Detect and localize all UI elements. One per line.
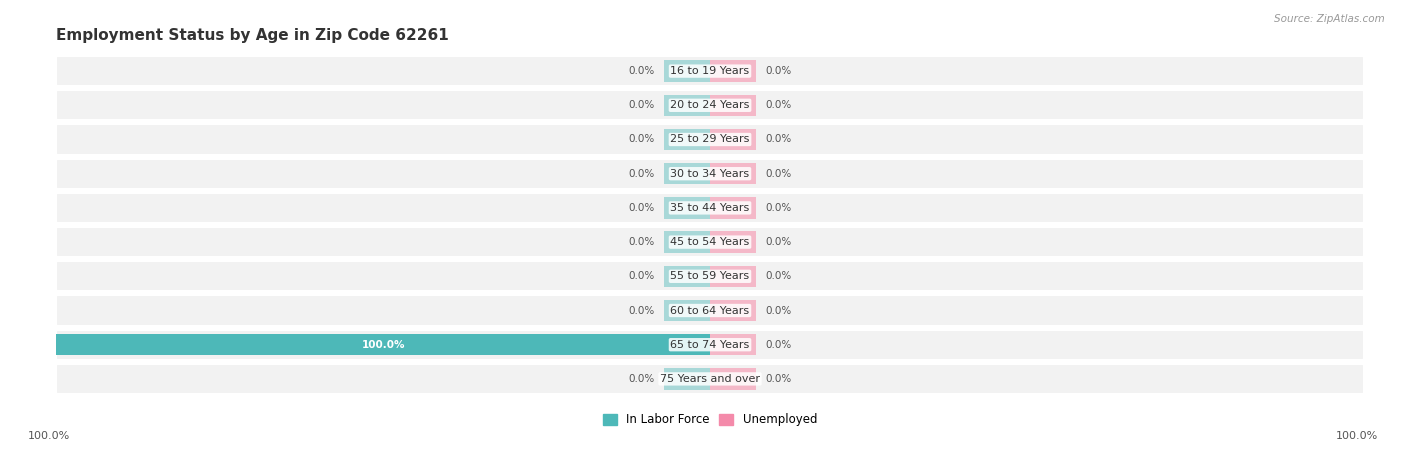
Text: 100.0%: 100.0% (28, 431, 70, 441)
Text: 0.0%: 0.0% (766, 66, 792, 76)
Text: 0.0%: 0.0% (628, 271, 654, 281)
Text: Source: ZipAtlas.com: Source: ZipAtlas.com (1274, 14, 1385, 23)
Bar (664, 197, 710, 219)
Bar (664, 266, 710, 287)
Bar (664, 368, 710, 390)
Bar (56, 90, 1364, 120)
Bar (56, 56, 1364, 86)
Text: 0.0%: 0.0% (628, 169, 654, 179)
Bar (710, 334, 756, 356)
Bar (710, 231, 756, 253)
Bar (710, 94, 756, 116)
Text: 100.0%: 100.0% (361, 340, 405, 350)
Bar (56, 125, 1364, 154)
Bar (56, 90, 1364, 120)
Bar (56, 334, 710, 356)
Bar (56, 364, 1364, 394)
Bar (56, 296, 1364, 325)
Text: 0.0%: 0.0% (628, 306, 654, 315)
Bar (710, 368, 756, 390)
Text: 75 Years and over: 75 Years and over (659, 374, 761, 384)
Text: Employment Status by Age in Zip Code 62261: Employment Status by Age in Zip Code 622… (56, 28, 449, 43)
Text: 0.0%: 0.0% (628, 100, 654, 110)
Text: 100.0%: 100.0% (1336, 431, 1378, 441)
Legend: In Labor Force, Unemployed: In Labor Force, Unemployed (598, 409, 823, 431)
Bar (710, 129, 756, 150)
Bar (56, 56, 1364, 86)
Bar (664, 231, 710, 253)
Text: 30 to 34 Years: 30 to 34 Years (671, 169, 749, 179)
Bar (710, 266, 756, 287)
Text: 0.0%: 0.0% (766, 306, 792, 315)
Bar (664, 60, 710, 82)
Text: 65 to 74 Years: 65 to 74 Years (671, 340, 749, 350)
Text: 0.0%: 0.0% (766, 271, 792, 281)
Bar (56, 159, 1364, 189)
Text: 0.0%: 0.0% (766, 374, 792, 384)
Bar (664, 129, 710, 150)
Bar (56, 261, 1364, 291)
Bar (710, 300, 756, 321)
Text: 0.0%: 0.0% (766, 340, 792, 350)
Text: 16 to 19 Years: 16 to 19 Years (671, 66, 749, 76)
Bar (664, 300, 710, 321)
Text: 35 to 44 Years: 35 to 44 Years (671, 203, 749, 213)
Text: 0.0%: 0.0% (766, 203, 792, 213)
Text: 0.0%: 0.0% (628, 66, 654, 76)
Bar (56, 261, 1364, 291)
Text: 0.0%: 0.0% (766, 100, 792, 110)
Text: 60 to 64 Years: 60 to 64 Years (671, 306, 749, 315)
Bar (56, 193, 1364, 223)
Bar (56, 159, 1364, 189)
Text: 25 to 29 Years: 25 to 29 Years (671, 135, 749, 144)
Text: 0.0%: 0.0% (628, 135, 654, 144)
Bar (56, 330, 1364, 360)
Text: 0.0%: 0.0% (766, 237, 792, 247)
Bar (710, 60, 756, 82)
Bar (56, 227, 1364, 257)
Text: 0.0%: 0.0% (766, 169, 792, 179)
Text: 45 to 54 Years: 45 to 54 Years (671, 237, 749, 247)
Bar (56, 227, 1364, 257)
Bar (56, 296, 1364, 325)
Bar (664, 94, 710, 116)
Text: 0.0%: 0.0% (628, 203, 654, 213)
Bar (56, 125, 1364, 154)
Text: 55 to 59 Years: 55 to 59 Years (671, 271, 749, 281)
Text: 0.0%: 0.0% (628, 374, 654, 384)
Bar (710, 163, 756, 184)
Bar (56, 364, 1364, 394)
Bar (664, 163, 710, 184)
Text: 0.0%: 0.0% (766, 135, 792, 144)
Text: 0.0%: 0.0% (628, 237, 654, 247)
Bar (56, 193, 1364, 223)
Bar (56, 330, 1364, 360)
Text: 20 to 24 Years: 20 to 24 Years (671, 100, 749, 110)
Bar (710, 197, 756, 219)
